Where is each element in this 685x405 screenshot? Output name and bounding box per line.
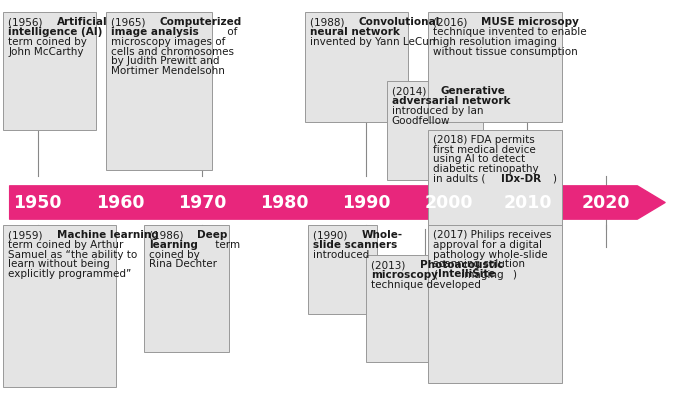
FancyBboxPatch shape xyxy=(428,225,562,383)
Text: IntelliSite: IntelliSite xyxy=(438,269,495,279)
Text: introduced: introduced xyxy=(313,249,369,260)
Text: image analysis: image analysis xyxy=(111,27,199,37)
Text: Computerized: Computerized xyxy=(160,17,242,28)
Text: (2018) FDA permits: (2018) FDA permits xyxy=(433,135,535,145)
Text: (2016): (2016) xyxy=(433,17,471,28)
Text: 1990: 1990 xyxy=(342,194,390,211)
Text: (1959): (1959) xyxy=(8,230,46,240)
Text: 1960: 1960 xyxy=(96,194,144,211)
Text: neural network: neural network xyxy=(310,27,399,37)
Text: 2010: 2010 xyxy=(503,194,551,211)
Text: using AI to detect: using AI to detect xyxy=(433,154,525,164)
Text: (2017) Philips receives: (2017) Philips receives xyxy=(433,230,551,240)
Text: ): ) xyxy=(552,174,556,184)
Text: 2020: 2020 xyxy=(582,194,630,211)
FancyBboxPatch shape xyxy=(106,12,212,170)
Text: Convolutional: Convolutional xyxy=(358,17,440,28)
Text: Mortimer Mendelsohn: Mortimer Mendelsohn xyxy=(111,66,225,76)
Text: learning: learning xyxy=(149,240,197,250)
Text: term coined by Arthur: term coined by Arthur xyxy=(8,240,123,250)
Text: first medical device: first medical device xyxy=(433,145,536,155)
Text: coined by: coined by xyxy=(149,249,199,260)
Text: Machine learning: Machine learning xyxy=(57,230,159,240)
Text: pathology whole-slide: pathology whole-slide xyxy=(433,249,547,260)
Text: cells and chromosomes: cells and chromosomes xyxy=(111,47,234,57)
FancyBboxPatch shape xyxy=(3,225,116,387)
Text: (1965): (1965) xyxy=(111,17,149,28)
Text: IDx-DR: IDx-DR xyxy=(501,174,540,184)
Text: Photoacoustic: Photoacoustic xyxy=(420,260,503,271)
Text: Generative: Generative xyxy=(440,86,506,96)
Text: ): ) xyxy=(512,269,516,279)
FancyBboxPatch shape xyxy=(428,130,562,247)
Text: explicitly programmed”: explicitly programmed” xyxy=(8,269,132,279)
Text: 1950: 1950 xyxy=(14,194,62,211)
Text: (1956): (1956) xyxy=(8,17,46,28)
Text: approval for a digital: approval for a digital xyxy=(433,240,542,250)
Text: in adults (: in adults ( xyxy=(433,174,485,184)
Text: learn without being: learn without being xyxy=(8,259,110,269)
Text: (2013): (2013) xyxy=(371,260,409,271)
Text: (1988): (1988) xyxy=(310,17,347,28)
FancyBboxPatch shape xyxy=(428,12,562,122)
Text: term: term xyxy=(212,240,240,250)
Text: 1980: 1980 xyxy=(260,194,308,211)
FancyBboxPatch shape xyxy=(308,225,377,314)
Text: Rina Dechter: Rina Dechter xyxy=(149,259,216,269)
Text: without tissue consumption: without tissue consumption xyxy=(433,47,577,57)
FancyBboxPatch shape xyxy=(144,225,229,352)
Text: microscopy: microscopy xyxy=(371,270,438,280)
Text: (: ( xyxy=(433,269,437,279)
FancyBboxPatch shape xyxy=(366,255,452,362)
Text: invented by Yann LeCun: invented by Yann LeCun xyxy=(310,37,435,47)
Text: John McCarthy: John McCarthy xyxy=(8,47,84,57)
Text: of: of xyxy=(224,27,238,37)
Text: scanning solution: scanning solution xyxy=(433,259,525,269)
FancyArrowPatch shape xyxy=(10,186,665,219)
Text: (2014): (2014) xyxy=(392,86,429,96)
Text: intelligence (AI): intelligence (AI) xyxy=(8,27,103,37)
Text: technique developed: technique developed xyxy=(371,280,481,290)
FancyBboxPatch shape xyxy=(3,12,96,130)
Text: by Judith Prewitt and: by Judith Prewitt and xyxy=(111,56,219,66)
Text: Deep: Deep xyxy=(197,230,227,240)
Text: term coined by: term coined by xyxy=(8,37,87,47)
Text: (1990): (1990) xyxy=(313,230,351,240)
Text: technique invented to enable: technique invented to enable xyxy=(433,27,586,37)
Text: Samuel as “the ability to: Samuel as “the ability to xyxy=(8,249,138,260)
Text: (1986): (1986) xyxy=(149,230,186,240)
Text: 2000: 2000 xyxy=(425,194,473,211)
FancyBboxPatch shape xyxy=(387,81,483,180)
Text: 1970: 1970 xyxy=(178,194,226,211)
Text: microscopy images of: microscopy images of xyxy=(111,37,225,47)
Text: adversarial network: adversarial network xyxy=(392,96,510,106)
Text: imaging: imaging xyxy=(458,270,503,280)
Text: introduced by Ian: introduced by Ian xyxy=(392,106,484,116)
Text: MUSE microsopy: MUSE microsopy xyxy=(482,17,580,28)
Text: Artificial: Artificial xyxy=(57,17,108,28)
Text: Goodfellow: Goodfellow xyxy=(392,115,450,126)
FancyBboxPatch shape xyxy=(305,12,408,122)
Text: Whole-: Whole- xyxy=(362,230,403,240)
Text: diabetic retinopathy: diabetic retinopathy xyxy=(433,164,538,174)
Text: high resolution imaging: high resolution imaging xyxy=(433,37,557,47)
Text: slide scanners: slide scanners xyxy=(313,240,397,250)
